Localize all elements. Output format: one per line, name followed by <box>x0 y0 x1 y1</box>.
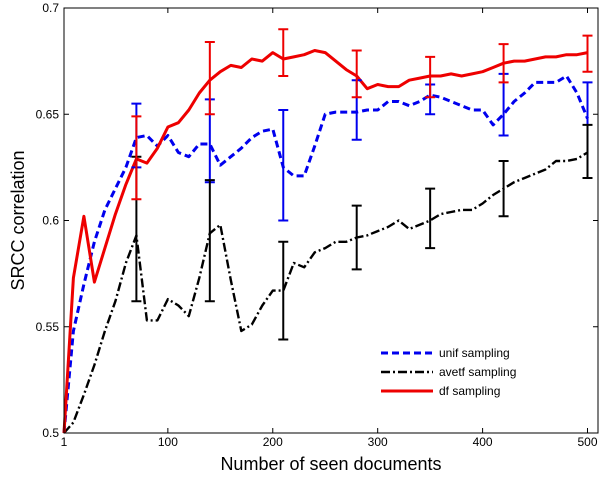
error-bar-df-sampling <box>425 55 436 99</box>
x-axis-title: Number of seen documents <box>220 454 441 474</box>
error-bars <box>131 28 593 341</box>
legend-entry-df-sampling: df sampling <box>381 384 500 398</box>
error-bar-avetf-sampling <box>204 179 215 303</box>
tick-labels: 1 100 200 300 400 500 0.5 0.55 0.6 0.65 0.7 <box>36 1 598 449</box>
error-bar-df-sampling <box>498 43 509 84</box>
y-tick-label: 0.55 <box>36 320 60 334</box>
legend-label: df sampling <box>439 384 500 398</box>
error-bar-avetf-sampling <box>278 240 289 341</box>
y-tick-label: 0.7 <box>42 1 59 15</box>
x-tick-label: 400 <box>473 435 493 449</box>
error-bar-avetf-sampling <box>582 123 593 179</box>
error-bar-df-sampling <box>278 28 289 77</box>
error-bar-df-sampling <box>582 34 593 73</box>
legend-entry-avetf-sampling: avetf sampling <box>381 365 516 379</box>
y-tick-label: 0.5 <box>42 426 59 440</box>
series-lines <box>62 49 589 434</box>
plot-frame <box>63 7 599 434</box>
x-tick-label: 500 <box>577 435 597 449</box>
legend-label: unif sampling <box>439 346 510 360</box>
error-bar-avetf-sampling <box>351 204 362 271</box>
x-tick-label: 300 <box>368 435 388 449</box>
x-tick-label: 200 <box>263 435 283 449</box>
series-line-avetf-sampling <box>63 151 589 434</box>
legend-entry-unif-sampling: unif sampling <box>381 346 510 360</box>
legend-label: avetf sampling <box>439 365 516 379</box>
error-bar-avetf-sampling <box>425 187 436 250</box>
y-tick-label: 0.6 <box>42 214 59 228</box>
series-line-df-sampling <box>62 49 588 434</box>
legend: unif sampling avetf sampling df sampling <box>376 340 526 405</box>
error-bar-df-sampling <box>351 49 362 99</box>
x-tick-label: 1 <box>61 435 68 449</box>
y-tick-label: 0.65 <box>36 107 60 121</box>
x-tick-label: 100 <box>158 435 178 449</box>
error-bar-avetf-sampling <box>498 160 509 218</box>
series-line-unif-sampling <box>62 74 589 434</box>
error-bar-df-sampling <box>131 115 142 201</box>
error-bar-unif-sampling <box>278 109 289 222</box>
y-axis-title: SRCC correlation <box>8 150 28 290</box>
error-bar-df-sampling <box>204 41 215 116</box>
